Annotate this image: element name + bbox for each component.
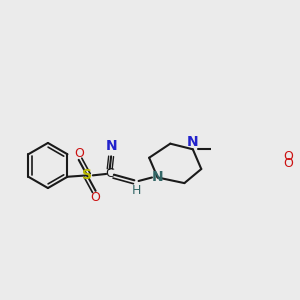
Text: O: O [284, 150, 294, 163]
Text: N: N [152, 170, 164, 184]
Text: S: S [82, 168, 92, 182]
Text: N: N [105, 140, 117, 154]
Text: O: O [74, 147, 84, 160]
Text: O: O [91, 191, 100, 204]
Text: O: O [284, 157, 294, 170]
Text: C: C [105, 167, 114, 181]
Text: H: H [132, 184, 141, 197]
Text: N: N [187, 135, 199, 149]
